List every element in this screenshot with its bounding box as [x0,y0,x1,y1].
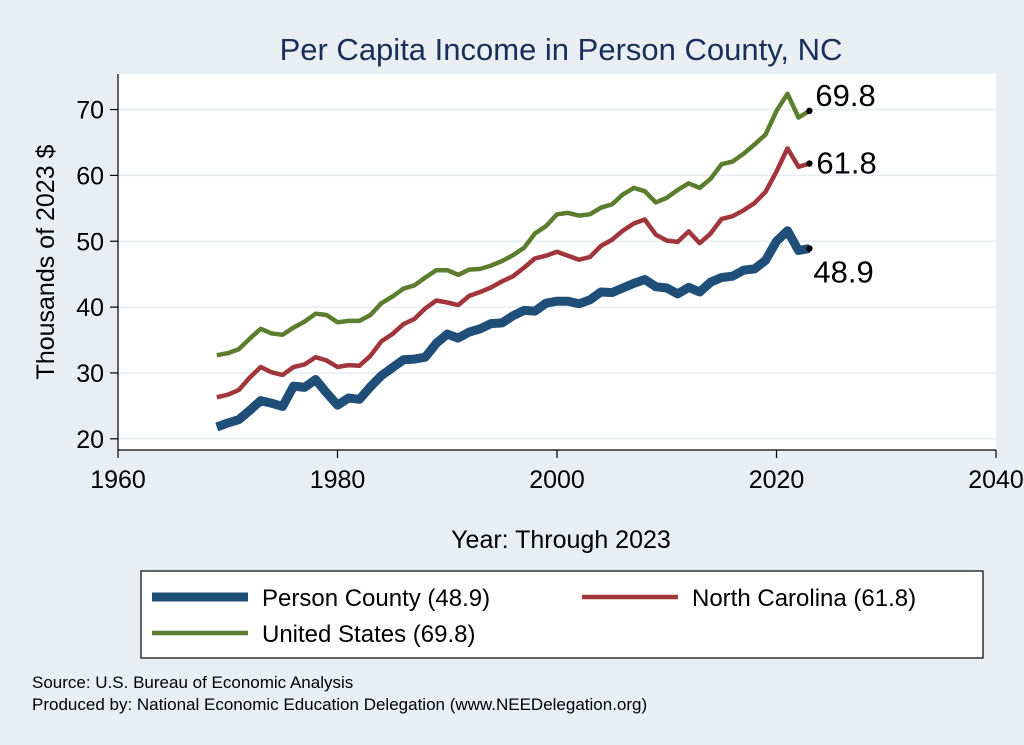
source-line: Source: U.S. Bureau of Economic Analysis [32,673,353,692]
x-tick-label: 2020 [749,466,805,494]
end-marker-1 [806,160,813,167]
y-tick-label: 60 [76,162,104,190]
legend: Person County (48.9) North Carolina (61.8… [152,585,916,648]
plot-area [118,74,996,450]
series-line-1 [216,146,811,400]
end-label-0: 48.9 [813,255,873,290]
series-line-2 [216,91,811,358]
x-tick-label: 2040 [968,466,1024,494]
legend-box [140,570,984,659]
y-axis-label: Thousands of 2023 $ [32,144,60,379]
end-label-2: 69.8 [815,78,875,113]
y-tick-label: 40 [76,294,104,322]
legend-label-0: Person County (48.9) [262,585,490,612]
end-marker-0 [806,245,813,252]
y-tick-label: 20 [76,426,104,454]
producer-line: Produced by: National Economic Education… [32,695,647,714]
end-marker-2 [806,107,813,115]
x-axis-label: Year: Through 2023 [451,526,671,554]
y-tick-label: 70 [76,97,104,125]
legend-label-1: North Carolina (61.8) [692,585,916,612]
gridlines [118,108,996,440]
y-tick-label: 50 [76,228,104,256]
end-label-1: 61.8 [816,146,876,181]
chart-title: Per Capita Income in Person County, NC [280,32,843,67]
legend-label-2: United States (69.8) [262,621,475,648]
x-tick-label: 2000 [529,466,585,494]
x-tick-label: 1980 [310,466,366,494]
series-lines [215,91,811,432]
y-tick-label: 30 [76,360,104,388]
x-axis-ticks: 1960 1980 2000 2020 2040 [90,450,1024,494]
y-axis-ticks: 20 30 40 50 60 70 [76,97,118,454]
x-tick-label: 1960 [90,466,146,494]
end-labels: 48.9 61.8 69.8 [806,78,877,290]
series-line-0 [215,226,811,432]
